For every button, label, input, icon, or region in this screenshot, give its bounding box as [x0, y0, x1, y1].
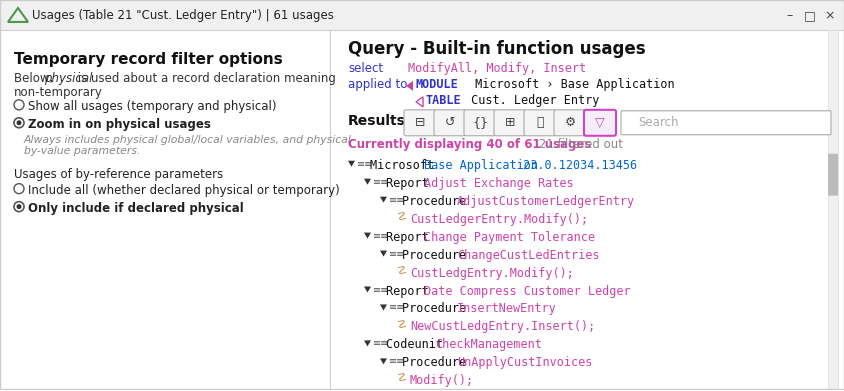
- FancyBboxPatch shape: [620, 111, 830, 135]
- Polygon shape: [364, 233, 371, 239]
- Text: ⚙: ⚙: [564, 116, 575, 129]
- Polygon shape: [364, 341, 371, 346]
- Polygon shape: [364, 179, 371, 185]
- Text: CustLedgEntry.Modify();: CustLedgEntry.Modify();: [409, 267, 573, 280]
- Text: physical: physical: [44, 72, 92, 85]
- Circle shape: [17, 120, 21, 125]
- Text: select: select: [348, 62, 382, 75]
- Polygon shape: [380, 305, 387, 310]
- Text: Report: Report: [386, 177, 436, 190]
- Text: Procedure: Procedure: [402, 249, 473, 262]
- Text: ☡: ☡: [396, 267, 405, 276]
- Polygon shape: [380, 197, 387, 203]
- Text: ☡: ☡: [396, 321, 405, 330]
- Text: ChangeCustLedEntries: ChangeCustLedEntries: [457, 249, 598, 262]
- Polygon shape: [348, 161, 354, 167]
- Text: Date Compress Customer Ledger: Date Compress Customer Ledger: [424, 285, 630, 298]
- Polygon shape: [380, 251, 387, 256]
- Text: InsertNewEntry: InsertNewEntry: [457, 303, 556, 316]
- Text: Zoom in on physical usages: Zoom in on physical usages: [28, 118, 211, 131]
- FancyBboxPatch shape: [463, 110, 495, 136]
- FancyBboxPatch shape: [827, 154, 837, 196]
- FancyBboxPatch shape: [583, 110, 615, 136]
- Text: Always includes physical global/local variables, and physical
by-value parameter: Always includes physical global/local va…: [24, 135, 351, 156]
- Text: Procedure: Procedure: [402, 195, 473, 208]
- FancyBboxPatch shape: [0, 0, 844, 30]
- Text: TABLE: TABLE: [425, 94, 461, 107]
- Polygon shape: [364, 287, 371, 292]
- Polygon shape: [380, 359, 387, 364]
- Text: ≡≡: ≡≡: [388, 249, 405, 258]
- FancyBboxPatch shape: [494, 110, 525, 136]
- Text: Microsoft: Microsoft: [370, 159, 441, 172]
- Text: Procedure: Procedure: [402, 303, 473, 316]
- Text: ≡≡: ≡≡: [372, 177, 389, 187]
- Text: Results: Results: [348, 114, 405, 128]
- Text: AdjustCustomerLedgerEntry: AdjustCustomerLedgerEntry: [457, 195, 635, 208]
- Text: ⊞: ⊞: [504, 116, 515, 129]
- FancyBboxPatch shape: [523, 110, 555, 136]
- Text: {}: {}: [472, 116, 488, 129]
- Text: Report: Report: [386, 231, 436, 244]
- Text: Adjust Exchange Rates: Adjust Exchange Rates: [424, 177, 573, 190]
- Text: CheckManagement: CheckManagement: [435, 338, 542, 352]
- Text: Below,: Below,: [14, 72, 57, 85]
- Polygon shape: [405, 81, 413, 91]
- Text: ⎕: ⎕: [536, 116, 543, 129]
- Text: applied to: applied to: [348, 78, 407, 91]
- Text: Modify();: Modify();: [409, 374, 473, 387]
- Text: ▽: ▽: [594, 116, 604, 129]
- Text: Search: Search: [637, 116, 678, 129]
- Text: ⊟: ⊟: [414, 116, 425, 129]
- Text: NewCustLedgEntry.Insert();: NewCustLedgEntry.Insert();: [409, 321, 594, 334]
- Text: CustLedgerEntry.Modify();: CustLedgerEntry.Modify();: [409, 213, 587, 226]
- Text: Query - Built-in function usages: Query - Built-in function usages: [348, 40, 645, 58]
- Text: □: □: [803, 9, 815, 22]
- Text: ≡≡: ≡≡: [356, 159, 373, 169]
- Text: ×: ×: [824, 9, 834, 22]
- Text: Report: Report: [386, 285, 436, 298]
- Text: is used about a record declaration meaning: is used about a record declaration meani…: [74, 72, 335, 85]
- Text: ☡: ☡: [396, 374, 405, 384]
- Text: ≡≡: ≡≡: [372, 338, 389, 348]
- Text: ≡≡: ≡≡: [372, 285, 389, 294]
- FancyBboxPatch shape: [554, 110, 585, 136]
- Text: ☡: ☡: [396, 213, 405, 222]
- Text: ↺: ↺: [444, 116, 455, 129]
- Text: Codeunit: Codeunit: [386, 338, 450, 352]
- Text: Change Payment Tolerance: Change Payment Tolerance: [424, 231, 595, 244]
- FancyBboxPatch shape: [827, 30, 837, 390]
- Text: 21 filtered out: 21 filtered out: [534, 138, 623, 151]
- Text: ModifyAll, Modify, Insert: ModifyAll, Modify, Insert: [408, 62, 586, 75]
- Text: Cust. Ledger Entry: Cust. Ledger Entry: [463, 94, 598, 107]
- Text: UnApplyCustInvoices: UnApplyCustInvoices: [457, 356, 592, 369]
- Text: ≡≡: ≡≡: [388, 195, 405, 204]
- Text: Base Application: Base Application: [424, 159, 538, 172]
- FancyBboxPatch shape: [434, 110, 465, 136]
- Text: Currently displaying 40 of 61 usages: Currently displaying 40 of 61 usages: [348, 138, 591, 151]
- Text: ≡≡: ≡≡: [372, 231, 389, 240]
- FancyBboxPatch shape: [403, 110, 436, 136]
- Text: Show all usages (temporary and physical): Show all usages (temporary and physical): [28, 100, 276, 113]
- Text: MODULE: MODULE: [415, 78, 458, 91]
- Text: Microsoft › Base Application: Microsoft › Base Application: [468, 78, 674, 91]
- Text: ≡≡: ≡≡: [388, 356, 405, 366]
- Text: Usages of by-reference parameters: Usages of by-reference parameters: [14, 168, 223, 181]
- Text: Temporary record filter options: Temporary record filter options: [14, 52, 283, 67]
- Text: Usages (Table 21 "Cust. Ledger Entry") | 61 usages: Usages (Table 21 "Cust. Ledger Entry") |…: [32, 9, 333, 22]
- Text: Procedure: Procedure: [402, 356, 473, 369]
- Text: non-temporary: non-temporary: [14, 86, 103, 99]
- Circle shape: [17, 204, 21, 209]
- Text: Include all (whether declared physical or temporary): Include all (whether declared physical o…: [28, 184, 339, 197]
- Text: –: –: [786, 9, 793, 22]
- Text: ≡≡: ≡≡: [388, 303, 405, 312]
- Text: Only include if declared physical: Only include if declared physical: [28, 202, 243, 215]
- Text: 23.0.12034.13456: 23.0.12034.13456: [516, 159, 636, 172]
